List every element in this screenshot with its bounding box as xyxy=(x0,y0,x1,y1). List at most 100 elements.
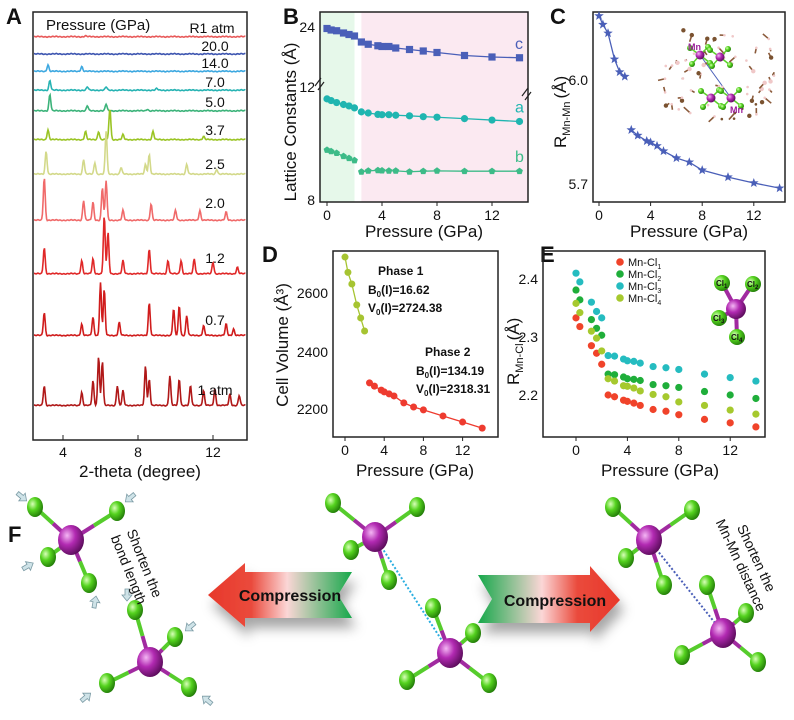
organic-atom xyxy=(717,84,721,88)
data-point-mncl2 xyxy=(636,376,644,385)
data-point-a xyxy=(350,104,359,112)
cl-atom xyxy=(714,275,730,291)
organic-atom xyxy=(705,36,710,41)
xrd-pattern-1.2 xyxy=(34,217,246,276)
cl-atom xyxy=(40,547,56,567)
organic-atom xyxy=(696,71,701,76)
xrd-pattern-7.0 xyxy=(34,79,246,92)
pressure-label: 7.0 xyxy=(205,74,225,90)
data-point-mncl1 xyxy=(587,342,596,350)
data-point-c xyxy=(339,29,348,37)
cl-atom xyxy=(738,603,754,623)
x-tick-label: 8 xyxy=(420,442,428,458)
xrd-pattern-2.0 xyxy=(34,178,246,222)
organic-atom xyxy=(692,52,696,55)
cl-atom xyxy=(343,540,359,560)
mn-label: Mn xyxy=(730,105,743,115)
data-point-b xyxy=(406,168,413,175)
data-point-mncl4 xyxy=(592,334,601,342)
data-point-c xyxy=(327,26,335,34)
organic-atom xyxy=(684,59,687,62)
organic-atom xyxy=(706,103,710,107)
data-point-mncl4 xyxy=(752,410,760,418)
chart-title: Pressure (GPa) xyxy=(46,17,150,34)
data-point-star xyxy=(652,140,662,150)
pressure-arrow-icon xyxy=(15,491,28,502)
data-point-mncl3 xyxy=(610,352,619,360)
organic-atom xyxy=(731,34,735,38)
data-point xyxy=(353,301,361,309)
data-point-star xyxy=(642,136,652,146)
data-point-mncl2 xyxy=(662,382,670,390)
panel-label-f: F xyxy=(8,522,21,547)
x-tick-label: 12 xyxy=(722,442,738,458)
panel-d-volume-chart: 2600 2400 2200 Pressure (GPa) Cell Volum… xyxy=(273,250,499,480)
x-tick-label: 0 xyxy=(595,207,603,223)
y-tick-label: 8 xyxy=(307,192,315,208)
data-point-a xyxy=(405,112,414,120)
data-point-star xyxy=(614,67,625,77)
data-point xyxy=(361,327,369,335)
cl-atom xyxy=(750,652,766,672)
cl-subscript: 4 xyxy=(739,338,743,344)
cl-subscript: 3 xyxy=(721,319,725,325)
organic-atom xyxy=(754,103,758,106)
organic-atom xyxy=(701,62,706,68)
legend-marker xyxy=(616,294,624,302)
data-point-mncl4 xyxy=(604,375,612,383)
data-point-star xyxy=(697,165,707,175)
data-point-b xyxy=(461,167,468,175)
series-line xyxy=(630,129,780,189)
data-point-c xyxy=(433,48,441,57)
data-point-mncl4 xyxy=(726,406,734,414)
data-point-a xyxy=(345,102,353,110)
cl-text: Cl xyxy=(731,333,739,342)
cl-atom xyxy=(707,47,713,53)
cl-atom xyxy=(745,276,761,292)
data-point xyxy=(410,403,418,411)
cl-atom xyxy=(725,46,731,52)
data-point-b xyxy=(364,167,372,174)
cl-atom xyxy=(27,497,43,517)
data-point xyxy=(419,406,427,414)
cl-subscript: 2 xyxy=(755,285,759,291)
x-tick-label: 8 xyxy=(675,442,683,458)
organic-atom xyxy=(734,55,737,59)
data-point-mncl1 xyxy=(572,314,580,322)
data-point-c xyxy=(374,42,382,50)
plot-frame xyxy=(32,11,248,441)
data-point-b xyxy=(378,167,386,174)
data-point-a xyxy=(333,98,341,107)
data-point xyxy=(348,280,356,288)
data-point-star xyxy=(598,19,608,29)
organic-atom xyxy=(670,64,674,67)
data-point xyxy=(478,424,486,432)
data-point-mncl1 xyxy=(675,411,683,419)
organic-atom xyxy=(768,47,772,51)
data-point-mncl3 xyxy=(623,357,632,365)
x-tick-label: 12 xyxy=(455,442,471,458)
axis-break-mark xyxy=(314,77,325,91)
data-point-a xyxy=(339,100,348,109)
x-tick-label: 0 xyxy=(572,442,580,458)
legend-subscript: 2 xyxy=(657,276,661,283)
data-point-star xyxy=(774,183,785,193)
data-point-star xyxy=(594,10,604,20)
pressure-label: 20.0 xyxy=(201,38,228,54)
organic-atom xyxy=(751,69,756,74)
mn-atom xyxy=(437,638,463,668)
phase2-title: Phase 2 xyxy=(425,345,471,359)
legend-marker xyxy=(616,282,624,290)
data-point-c xyxy=(323,24,331,33)
legend-subscript: 3 xyxy=(657,288,661,295)
data-point-star xyxy=(603,28,613,38)
data-point-star xyxy=(671,153,682,163)
data-point xyxy=(400,399,408,407)
cl-atom xyxy=(109,501,125,521)
data-point-mncl1 xyxy=(610,393,619,401)
mn-atom xyxy=(715,52,725,62)
data-point-mncl3 xyxy=(604,351,612,360)
data-point-star xyxy=(609,54,620,64)
organic-atom xyxy=(717,46,720,49)
plot-frame xyxy=(332,250,499,438)
